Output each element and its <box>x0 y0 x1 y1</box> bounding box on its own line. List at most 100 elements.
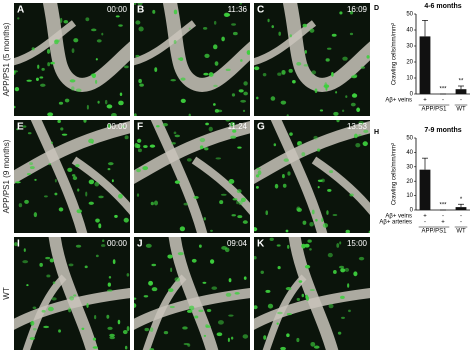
cell <box>225 68 231 72</box>
cell <box>57 120 61 124</box>
cell <box>230 336 234 340</box>
cell <box>214 61 219 66</box>
cell <box>143 295 149 298</box>
cell <box>313 135 318 140</box>
cell <box>48 163 52 166</box>
cell <box>107 289 113 292</box>
cell <box>296 141 303 146</box>
cell <box>227 337 230 343</box>
cell <box>230 135 237 139</box>
cell <box>358 256 365 261</box>
cell <box>289 132 293 136</box>
panel-time: 00:00 <box>107 5 128 14</box>
cell <box>315 218 318 222</box>
cell <box>340 268 346 273</box>
cell <box>240 197 246 203</box>
cell <box>107 162 114 166</box>
cell <box>236 189 242 194</box>
image-panel: C 16:09 <box>254 3 370 116</box>
cell <box>26 79 32 82</box>
cell <box>58 329 61 333</box>
vessels <box>14 3 130 116</box>
chart-title: 7-9 months <box>424 127 461 134</box>
cell <box>289 34 292 38</box>
cell <box>198 244 202 248</box>
cell <box>322 223 329 228</box>
cell <box>296 337 300 343</box>
cell <box>271 25 274 29</box>
cell <box>317 185 320 189</box>
cell <box>191 258 197 263</box>
panel-time: 16:09 <box>347 5 368 14</box>
cell <box>282 183 287 188</box>
cell <box>61 133 68 136</box>
cell <box>26 173 31 176</box>
cell <box>118 24 123 27</box>
cell <box>102 239 105 243</box>
cell <box>52 281 56 284</box>
cell <box>69 296 75 301</box>
image-panel: B 11:36 <box>134 3 250 116</box>
vessel <box>191 156 250 216</box>
cell <box>67 167 73 173</box>
x-row-label: + <box>441 220 445 226</box>
cell <box>117 193 123 199</box>
panel-time: 11:24 <box>228 122 248 131</box>
cell <box>211 286 218 290</box>
cell <box>106 314 110 319</box>
cell <box>188 305 195 311</box>
cell <box>285 229 289 233</box>
cell <box>325 58 330 62</box>
cell <box>95 218 100 223</box>
cell <box>368 230 370 233</box>
cell <box>283 158 289 162</box>
cell <box>257 170 262 176</box>
cell <box>111 113 117 116</box>
cell <box>353 271 358 277</box>
cell <box>238 89 244 93</box>
cell <box>29 162 33 165</box>
cell <box>345 229 350 233</box>
panel-time: 13:53 <box>347 122 368 131</box>
y-tick-label: 30 <box>406 164 413 170</box>
row-label: APP/PS1 (9 months) <box>2 139 11 213</box>
cell <box>288 68 293 73</box>
cell <box>267 18 270 23</box>
cell <box>349 193 354 197</box>
cell <box>136 193 140 197</box>
cell <box>198 309 204 313</box>
cell <box>95 79 98 84</box>
cell <box>108 275 112 279</box>
cell <box>22 260 29 264</box>
cell <box>287 244 290 249</box>
y-tick-label: 40 <box>406 28 413 34</box>
cell <box>254 255 257 260</box>
cell <box>112 259 116 265</box>
cell <box>232 129 237 133</box>
cell <box>286 333 290 338</box>
cell <box>98 223 102 229</box>
cell <box>123 217 129 223</box>
cell <box>228 178 235 184</box>
cell <box>15 181 21 184</box>
cell <box>170 267 173 273</box>
cell <box>169 305 175 309</box>
cell <box>325 86 328 91</box>
cell <box>311 70 317 75</box>
cell <box>109 333 115 337</box>
cell <box>337 331 342 335</box>
cell <box>277 72 282 76</box>
bar <box>419 36 431 94</box>
cell <box>152 9 156 14</box>
cell <box>243 81 248 86</box>
cell <box>276 322 279 325</box>
vessel <box>22 274 67 350</box>
cell <box>246 50 250 55</box>
cell <box>353 133 358 139</box>
cell <box>86 303 89 308</box>
significance: * <box>460 197 463 203</box>
cell <box>336 120 340 123</box>
image-panel: J 09:04 <box>134 237 250 350</box>
cell <box>349 32 354 36</box>
cell <box>220 193 227 196</box>
